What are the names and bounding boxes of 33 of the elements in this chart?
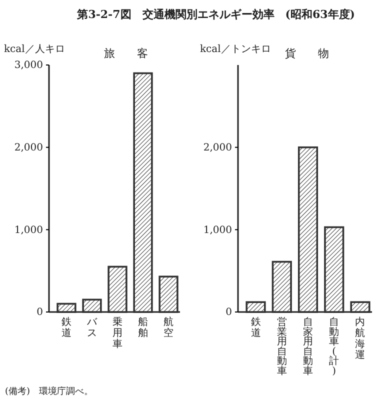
x-tick-label: バス bbox=[86, 317, 98, 339]
y-tick-label: 0 bbox=[226, 307, 232, 318]
bar bbox=[324, 226, 344, 313]
bar bbox=[246, 301, 266, 313]
x-tick-label: 自動車(計) bbox=[329, 316, 340, 377]
y-tick-label: 3,000 bbox=[14, 60, 43, 72]
bar bbox=[108, 266, 128, 313]
bar bbox=[56, 302, 76, 313]
y-axis-title: kcal／人キロ bbox=[4, 44, 65, 55]
x-tick-label: 自家用自動車 bbox=[303, 316, 313, 377]
text: 第3-2-7図 交通機関別エネルギー効率 (昭和63年度) bbox=[76, 8, 355, 21]
bar bbox=[298, 146, 318, 313]
x-tick-label: 内航海運 bbox=[355, 316, 366, 361]
bar bbox=[82, 298, 102, 313]
x-tick-label: 鉄道 bbox=[250, 316, 261, 339]
y-tick-label: 1,000 bbox=[14, 224, 43, 236]
bar bbox=[350, 301, 370, 313]
y-axis-title: kcal／トンキロ bbox=[200, 44, 271, 55]
chart-subtitle: 貨物 bbox=[285, 47, 351, 60]
x-tick-label: 乗用車 bbox=[112, 316, 122, 350]
chart-subtitle: 旅客 bbox=[104, 47, 170, 60]
bar bbox=[158, 276, 178, 313]
text: (備考) 環境庁調べ。 bbox=[5, 386, 94, 397]
bar bbox=[272, 260, 292, 313]
y-tick-label: 2,000 bbox=[14, 142, 43, 154]
y-tick-label: 2,000 bbox=[203, 142, 232, 154]
bar bbox=[133, 72, 153, 313]
x-tick-label: 船舶 bbox=[138, 317, 148, 339]
x-tick-label: 鉄道 bbox=[61, 316, 72, 339]
x-tick-label: 航空 bbox=[164, 316, 174, 339]
x-tick-label: 営業用自動車 bbox=[276, 316, 287, 377]
y-tick-label: 0 bbox=[36, 307, 43, 318]
y-tick-label: 1,000 bbox=[203, 224, 232, 236]
